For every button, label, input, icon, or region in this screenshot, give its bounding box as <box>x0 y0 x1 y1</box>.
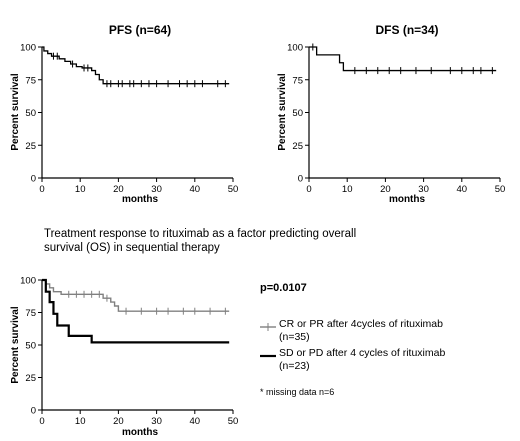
pfs-y-axis-label: Percent survival <box>10 73 21 150</box>
os-series-0-curve <box>42 279 230 312</box>
os-series-1-curve <box>42 278 230 344</box>
dfs-x-tick-label: 50 <box>495 184 506 195</box>
dfs-chart-title: DFS (n=34) <box>375 23 438 37</box>
pfs-y-tick-label: 100 <box>20 43 36 54</box>
pfs-x-tick-label: 50 <box>228 184 239 195</box>
pfs-y-tick-label: 75 <box>25 75 36 86</box>
pfs-x-tick-label: 30 <box>151 184 162 195</box>
os-y-tick-label: 75 <box>25 308 36 319</box>
pfs-x-tick-label: 10 <box>75 184 86 195</box>
os-x-tick-label: 20 <box>113 416 124 427</box>
dfs-y-axis-label: Percent survival <box>277 73 288 150</box>
os-x-tick-label: 30 <box>151 416 162 427</box>
dfs-x-tick-label: 20 <box>380 184 391 195</box>
os-y-tick-label: 0 <box>31 406 36 417</box>
dfs-y-tick-label: 50 <box>292 108 303 119</box>
pfs-y-tick-label: 0 <box>31 174 36 185</box>
pfs-x-tick-label: 0 <box>39 184 44 195</box>
os-chart: Percent survival months p=0.0107 CR or P… <box>10 276 446 439</box>
pfs-x-tick-label: 40 <box>190 184 201 195</box>
pfs-y-tick-label: 50 <box>25 108 36 119</box>
dfs-y-tick-label: 25 <box>292 141 303 152</box>
pfs-chart-title: PFS (n=64) <box>109 23 171 37</box>
pfs-x-tick-label: 20 <box>113 184 124 195</box>
dfs-y-tick-label: 100 <box>287 43 303 54</box>
legend-label-responders: CR or PR after 4cycles of rituximab (n=3… <box>279 318 443 343</box>
dfs-chart: DFS (n=34) Percent survival months 0 10 20… <box>277 23 505 205</box>
dfs-y-tick-label: 0 <box>298 174 303 185</box>
dfs-series-0-curve <box>309 46 497 72</box>
os-x-tick-label: 0 <box>39 416 44 427</box>
os-y-tick-label: 25 <box>25 373 36 384</box>
os-y-tick-label: 50 <box>25 341 36 352</box>
dfs-y-tick-label: 75 <box>292 75 303 86</box>
dfs-x-tick-label: 10 <box>342 184 353 195</box>
p-value-annotation: p=0.0107 <box>260 282 307 294</box>
legend-label-non-responders: SD or PD after 4 cycles of rituximab (n=… <box>279 347 446 372</box>
os-x-tick-label: 10 <box>75 416 86 427</box>
os-x-axis-label: months <box>122 427 159 438</box>
os-x-tick-label: 40 <box>190 416 201 427</box>
os-figure-caption: Treatment response to rituximab as a fac… <box>44 228 357 254</box>
pfs-x-axis-label: months <box>122 194 159 205</box>
pfs-y-tick-label: 25 <box>25 141 36 152</box>
dfs-x-tick-label: 30 <box>418 184 429 195</box>
os-y-axis-label: Percent survival <box>10 306 21 383</box>
dfs-x-axis-label: months <box>389 194 426 205</box>
missing-data-footnote: * missing data n=6 <box>260 387 334 397</box>
pfs-chart: PFS (n=64) Percent survival months 0 10 20… <box>10 23 238 205</box>
os-y-tick-label: 100 <box>20 276 36 287</box>
os-x-tick-label: 50 <box>228 416 239 427</box>
dfs-x-tick-label: 0 <box>306 184 311 195</box>
dfs-x-tick-label: 40 <box>457 184 468 195</box>
pfs-series-0-curve <box>42 46 230 85</box>
os-legend: CR or PR after 4cycles of rituximab (n=3… <box>260 318 446 372</box>
